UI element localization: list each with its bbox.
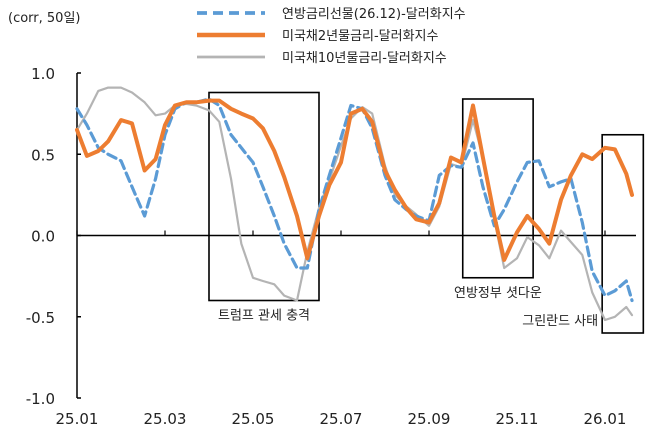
legend-label-2: 미국채10년물금리-달러화지수 (282, 51, 447, 66)
y-tick-label: 0.5 (31, 146, 55, 164)
x-tick-label: 25.09 (408, 410, 451, 428)
series-line-1 (75, 98, 634, 262)
x-tick-label: 26.01 (584, 410, 627, 428)
legend-label-1: 미국채2년물금리-달러화지수 (282, 29, 439, 44)
legend: 연방금리선물(26.12)-달러화지수미국채2년물금리-달러화지수미국채10년물… (197, 7, 466, 66)
legend-label-0: 연방금리선물(26.12)-달러화지수 (282, 7, 466, 22)
y-unit-label: (corr, 50일) (8, 11, 80, 26)
x-tick-label: 25.03 (144, 410, 187, 428)
y-tick-label: -1.0 (26, 390, 55, 408)
annotation-box (601, 133, 645, 334)
x-tick-label: 25.07 (320, 410, 363, 428)
series-lines (75, 86, 634, 322)
x-tick-label: 25.01 (56, 410, 99, 428)
series-line-2 (75, 86, 634, 322)
annotation-label: 그린란드 사태 (522, 314, 598, 329)
annotation-box (208, 91, 320, 302)
axes: 1.0 0.5 0.0 -0.5 -1.025.01 25.03 25.05 25.07 25.… (26, 65, 636, 428)
annotation-label: 연방정부 셧다운 (454, 286, 542, 301)
annotation-label: 트럼프 관세 충격 (218, 309, 310, 324)
x-tick-label: 25.05 (232, 410, 275, 428)
y-tick-label: 0.0 (31, 228, 55, 246)
y-tick-label: -0.5 (26, 309, 55, 327)
x-tick-label: 25.11 (496, 410, 539, 428)
y-tick-label: 1.0 (31, 65, 55, 83)
annotation-box (461, 98, 534, 279)
series-line-0 (75, 97, 634, 303)
